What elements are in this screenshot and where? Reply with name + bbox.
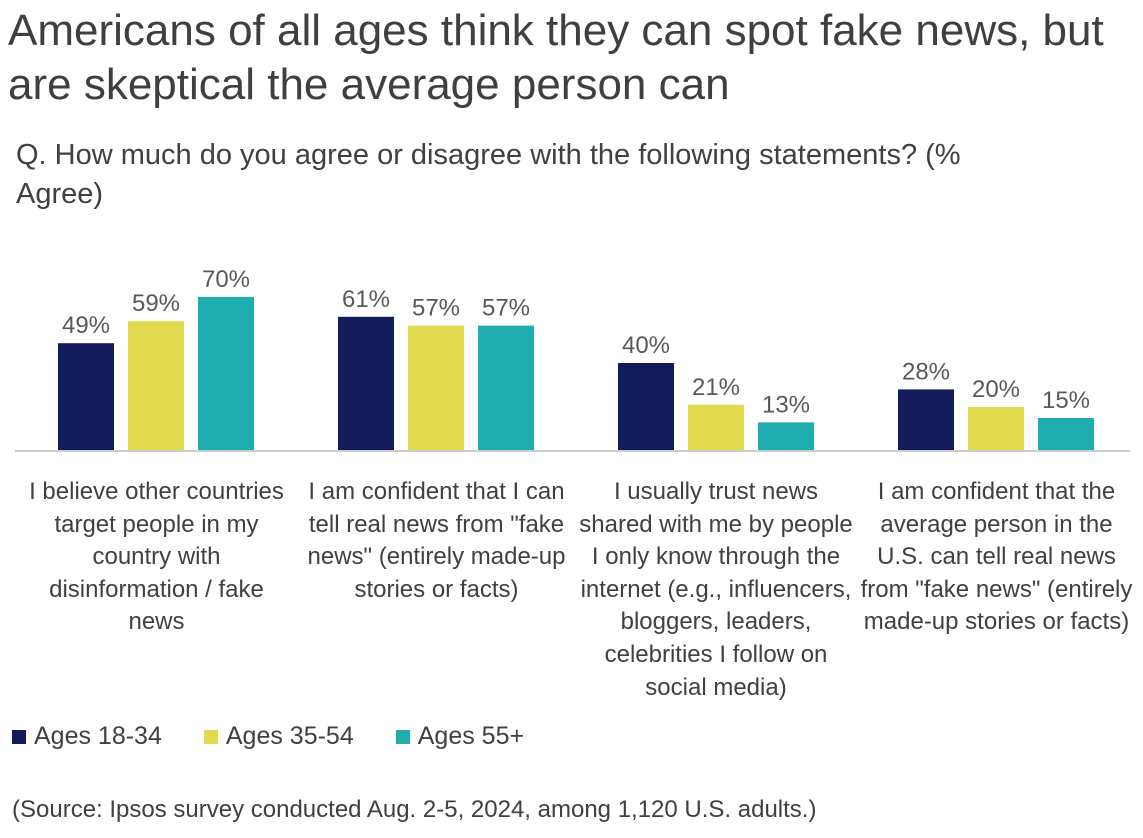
data-label: 57% [482,295,530,322]
legend-label: Ages 18-34 [34,722,162,750]
bar [968,407,1024,451]
bar [1038,418,1094,451]
bar [198,297,254,451]
chart-subtitle: Q. How much do you agree or disagree wit… [16,139,961,210]
legend-label: Ages 35-54 [225,722,354,750]
data-label: 49% [62,312,110,339]
chart-title: Americans of all ages think they can spo… [8,6,1104,109]
category-label: I believe other countries target people … [29,478,284,636]
legend: Ages 18-34 Ages 35-54 Ages 55+ [12,722,566,751]
data-label: 13% [762,391,810,418]
bar [478,325,534,451]
data-label: 21% [692,374,740,401]
source-note: (Source: Ipsos survey conducted Aug. 2-5… [12,796,817,823]
legend-item: Ages 55+ [395,722,525,751]
bar [58,343,114,451]
data-label: 70% [202,266,250,293]
category-label: I usually trust news shared with me by p… [579,478,853,701]
bar [898,389,954,451]
legend-label: Ages 55+ [417,722,525,750]
bar [128,321,184,451]
bar [618,363,674,451]
bar [688,404,744,451]
legend-swatch [12,729,26,744]
legend-item: Ages 18-34 [12,722,162,751]
data-label: 15% [1042,387,1090,414]
legend-swatch [203,729,218,744]
data-label: 28% [902,358,950,385]
bar [408,325,464,451]
bar [758,422,814,451]
legend-item: Ages 35-54 [203,722,354,751]
category-label: I am confident that the average person i… [860,478,1133,636]
bar [338,316,394,451]
data-label: 40% [622,332,670,359]
category-label: I am confident that I can tell real news… [307,478,566,603]
data-label: 20% [972,376,1020,403]
data-label: 59% [132,290,180,317]
data-label: 57% [412,295,460,322]
legend-swatch [395,729,410,744]
data-label: 61% [342,286,390,313]
